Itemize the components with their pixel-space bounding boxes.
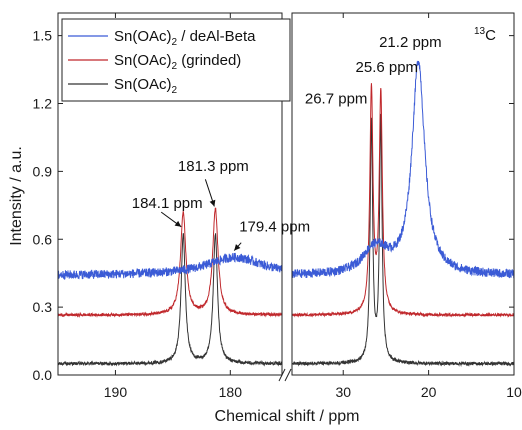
peak-annotations: 184.1 ppm 181.3 ppm 179.4 ppm 26.7 ppm 25.6 … xyxy=(132,34,442,251)
y-tick-label-4: 1.2 xyxy=(33,96,53,112)
peak-label-5: 21.2 ppm xyxy=(379,34,442,51)
peak-label-3: 26.7 ppm xyxy=(305,91,368,108)
y-tick-label-3: 0.9 xyxy=(33,163,53,179)
legend-label-sub-2: 2 xyxy=(172,85,178,96)
y-tick-label-0: 0.0 xyxy=(33,367,53,383)
y-tick-label-2: 0.6 xyxy=(33,231,53,247)
peak-label-2: 179.4 ppm xyxy=(239,218,310,235)
legend-label-sub-0: 2 xyxy=(172,37,178,48)
y-axis-label: Intensity / a.u. xyxy=(8,146,25,246)
x-tick-label-0-0: 190 xyxy=(104,384,128,400)
x-axis-label: Chemical shift / ppm xyxy=(215,408,360,425)
annotation-arrowhead-2 xyxy=(234,244,241,251)
axes-frame-segment-0 xyxy=(57,12,283,376)
legend-label-main-1: Sn(OAc) xyxy=(114,52,172,69)
peak-label-1: 181.3 ppm xyxy=(178,158,249,175)
series-layer xyxy=(57,60,515,367)
legend-label-rest-0: / deAl-Beta xyxy=(177,28,256,45)
x-tick-label-1-2: 10 xyxy=(506,384,522,400)
legend-label-main-2: Sn(OAc) xyxy=(114,76,172,93)
series-line-0-segment-0 xyxy=(57,252,283,280)
series-line-2-segment-1 xyxy=(291,113,515,367)
legend-label-0: Sn(OAc)2 / deAl-Beta xyxy=(114,28,256,48)
y-axis-ticks: 0.0 0.3 0.6 0.9 1.2 1.5 xyxy=(33,28,514,383)
annotation-arrowhead-1 xyxy=(209,199,216,207)
legend-label-main-0: Sn(OAc) xyxy=(114,28,172,45)
x-tick-label-1-1: 20 xyxy=(421,384,437,400)
series-line-1-segment-0 xyxy=(57,207,283,318)
plot-area xyxy=(57,12,515,382)
legend-label-2: Sn(OAc)2 xyxy=(114,76,178,96)
series-line-0-segment-1 xyxy=(291,60,515,279)
series-line-2-segment-0 xyxy=(57,233,283,367)
x-axis-ticks: 190 180 30 20 10 xyxy=(104,13,522,400)
axes-frame xyxy=(57,12,515,382)
x-tick-label-0-1: 180 xyxy=(219,384,243,400)
axis-break-mark-0 xyxy=(278,368,286,382)
nucleus-symbol: C xyxy=(485,27,496,44)
y-tick-label-5: 1.5 xyxy=(33,28,53,44)
y-tick-label-1: 0.3 xyxy=(33,299,53,315)
nucleus-label: 13C xyxy=(474,26,496,44)
legend-label-1: Sn(OAc)2 (grinded) xyxy=(114,52,241,72)
series-line-1-segment-1 xyxy=(291,83,515,318)
legend-label-rest-1: (grinded) xyxy=(177,52,241,69)
legend-label-sub-1: 2 xyxy=(172,61,178,72)
x-tick-label-1-0: 30 xyxy=(335,384,351,400)
axis-break-mark-1 xyxy=(284,368,292,382)
peak-label-0: 184.1 ppm xyxy=(132,195,203,212)
peak-label-4: 25.6 ppm xyxy=(356,59,419,76)
axes-frame-segment-1 xyxy=(291,12,515,376)
annotation-arrowhead-0 xyxy=(174,220,182,227)
nucleus-mass: 13 xyxy=(474,26,486,37)
